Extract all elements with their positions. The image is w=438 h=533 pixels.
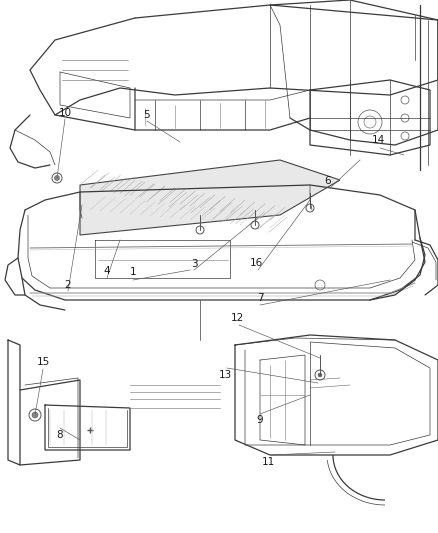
Text: 10: 10 <box>58 108 71 118</box>
Text: 1: 1 <box>130 267 136 277</box>
Text: 6: 6 <box>325 176 331 186</box>
Circle shape <box>32 412 38 418</box>
Text: 12: 12 <box>230 313 244 323</box>
Text: 14: 14 <box>371 135 385 145</box>
Text: 16: 16 <box>249 258 263 268</box>
Text: 15: 15 <box>36 357 49 367</box>
Text: 9: 9 <box>257 415 263 425</box>
Text: 8: 8 <box>57 430 64 440</box>
Text: 13: 13 <box>219 370 232 380</box>
Circle shape <box>318 373 322 377</box>
Text: 5: 5 <box>144 110 150 120</box>
Polygon shape <box>80 160 340 235</box>
Text: 3: 3 <box>191 259 197 269</box>
Text: 7: 7 <box>257 293 263 303</box>
Text: 4: 4 <box>104 266 110 276</box>
Circle shape <box>54 175 60 181</box>
Text: 2: 2 <box>65 280 71 290</box>
Text: 11: 11 <box>261 457 275 467</box>
